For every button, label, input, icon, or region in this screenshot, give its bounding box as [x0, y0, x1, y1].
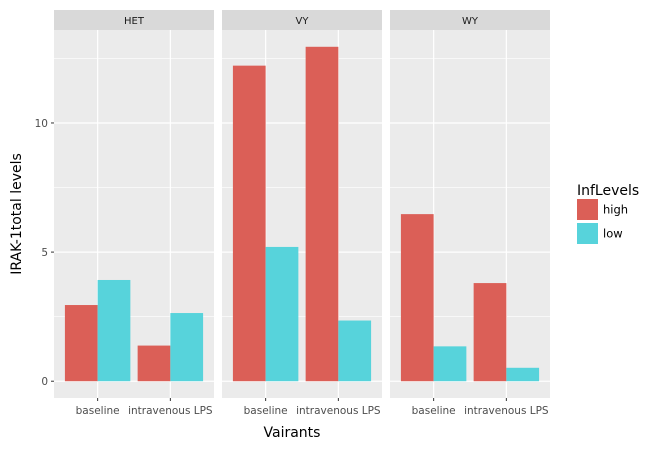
legend-key-high: [577, 199, 598, 220]
x-tick-label: baseline: [412, 405, 456, 417]
legend-title: InfLevels: [577, 183, 639, 199]
x-axis: baseline intravenous LPS baseline intraveno…: [76, 398, 549, 417]
y-tick-label: 0: [41, 376, 48, 388]
legend-label-high: high: [603, 203, 628, 217]
facet-strip-label: VY: [296, 16, 310, 27]
legend-key-low: [577, 223, 598, 244]
facet-strip: [222, 10, 382, 30]
bar-wy-intravenous-lps-high: [473, 283, 507, 382]
bar-het-intravenous-lps-low: [170, 313, 204, 382]
y-tick-label: 10: [35, 118, 48, 130]
facet-panel-vy: VY: [222, 10, 382, 398]
y-axis: 0 5 10: [35, 118, 54, 388]
bar-vy-baseline-low: [265, 246, 299, 382]
facet-strip: [390, 10, 550, 30]
bar-het-baseline-low: [97, 279, 131, 382]
x-tick-label: baseline: [76, 405, 120, 417]
x-tick-label: intravenous LPS: [296, 405, 381, 417]
bar-wy-intravenous-lps-low: [506, 367, 540, 382]
x-tick-label: intravenous LPS: [128, 405, 213, 417]
bar-wy-baseline-low: [433, 346, 467, 382]
bar-het-intravenous-lps-high: [137, 345, 171, 382]
facet-panel-wy: WY: [390, 10, 550, 398]
y-tick-label: 5: [41, 247, 48, 259]
facet-strip: [54, 10, 214, 30]
facet-panel-het: HET: [54, 10, 214, 398]
bar-wy-baseline-high: [400, 214, 434, 382]
bar-vy-baseline-high: [232, 65, 266, 382]
x-axis-title: Vairants: [264, 425, 321, 441]
facet-strip-label: WY: [462, 16, 479, 27]
legend: InfLevels high low: [577, 183, 639, 244]
facet-panels: HET VY WY: [54, 10, 550, 398]
x-tick-label: intravenous LPS: [464, 405, 549, 417]
x-tick-label: baseline: [244, 405, 288, 417]
legend-label-low: low: [603, 227, 623, 241]
bar-het-baseline-high: [64, 305, 98, 382]
facet-strip-label: HET: [124, 16, 145, 27]
bar-vy-intravenous-lps-high: [305, 46, 339, 382]
y-axis-title: IRAK-1total levels: [9, 153, 25, 275]
bar-vy-intravenous-lps-low: [338, 320, 372, 382]
